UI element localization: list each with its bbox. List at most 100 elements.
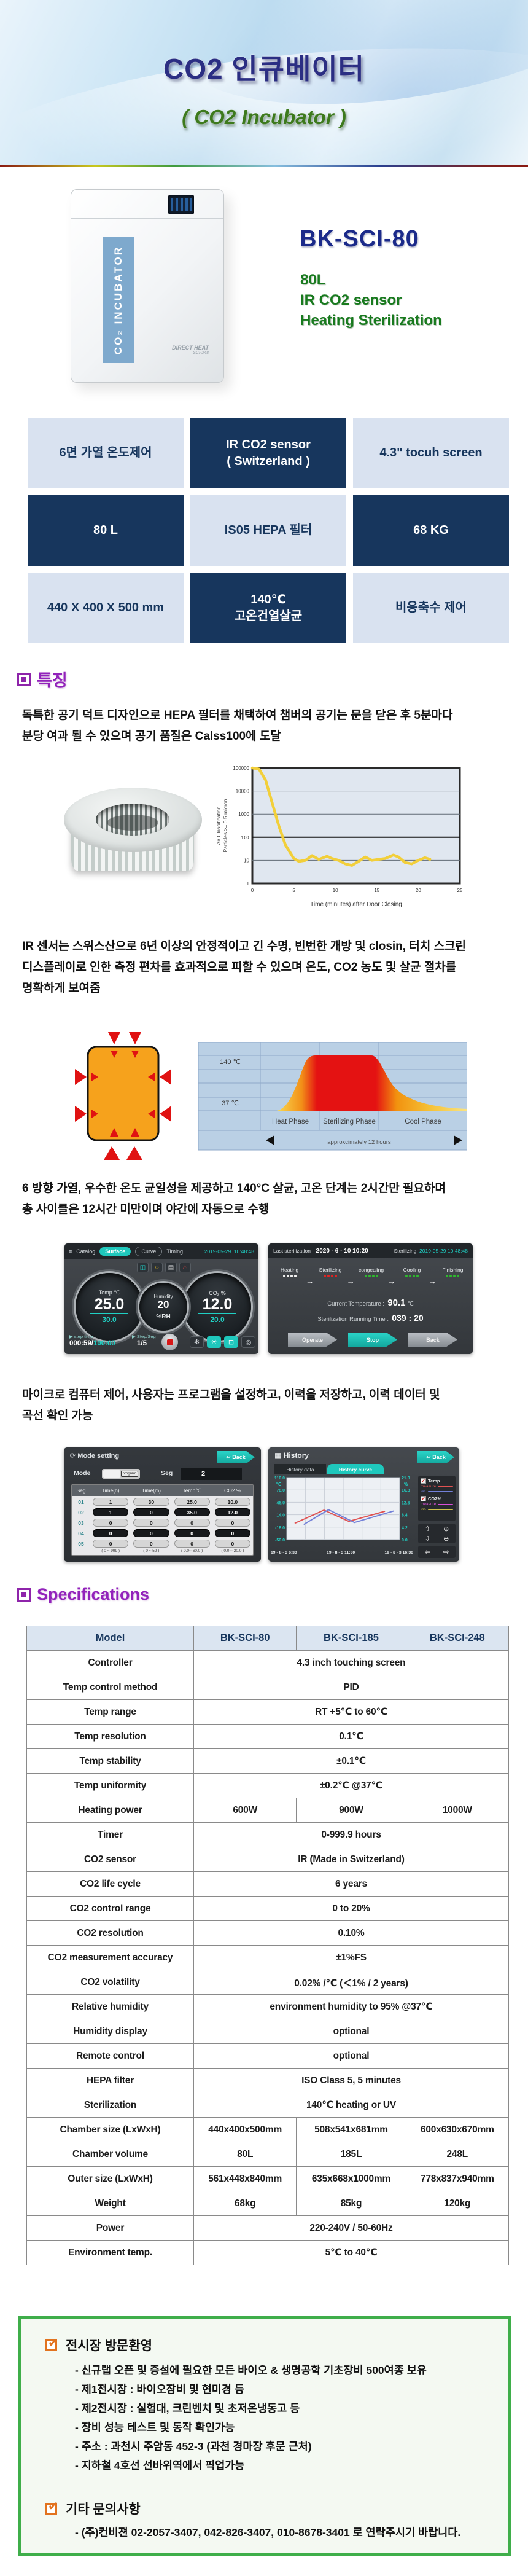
highlight-cell: IR CO2 sensor ( Switzerland ) — [190, 418, 346, 488]
lock-icon[interactable]: ⊡ — [224, 1336, 238, 1348]
pan-up-icon[interactable]: ⇧ — [424, 1525, 430, 1533]
program-cell[interactable]: 0 — [214, 1540, 250, 1548]
tab-curve[interactable]: Curve — [135, 1246, 163, 1256]
stop-button[interactable] — [161, 1334, 178, 1350]
program-cell[interactable]: 1 — [93, 1498, 129, 1506]
humidity-gauge: Humidity 20 %RH — [139, 1283, 187, 1331]
back-button[interactable]: ↩ Back — [417, 1451, 454, 1463]
program-row: 02 1 0 35.0 12.0 — [72, 1508, 253, 1517]
svg-text:Cool Phase: Cool Phase — [405, 1118, 441, 1126]
section-square-icon — [17, 1587, 31, 1602]
program-table-ranges: ( 0 ~ 999 )( 0 ~ 59 )( 0.0~ 60.0 )( 0.0 … — [101, 1549, 244, 1553]
svg-text:Air Classification: Air Classification — [215, 806, 222, 845]
program-cell[interactable]: 1 — [93, 1508, 129, 1516]
fan-icon[interactable]: ✻ — [190, 1336, 204, 1348]
spec-value: optional — [193, 2019, 509, 2044]
program-row: 01 1 30 25.0 10.0 — [72, 1497, 253, 1506]
program-cell[interactable]: 0 — [133, 1529, 169, 1537]
visit-list-1: - 신규랩 오픈 및 증설에 필요한 모든 바이오 & 생명공학 기초장비 50… — [75, 2364, 427, 2478]
list-item: - 제1전시장 : 바이오장비 및 현미경 등 — [75, 2383, 244, 2395]
screen-title: ⟳ Mode setting — [70, 1452, 120, 1460]
spec-row: Power 220-240V / 50-60Hz — [26, 2215, 509, 2241]
spec-label: CO2 measurement accuracy — [26, 1945, 194, 1970]
menu-catalog[interactable]: Catalog — [76, 1248, 96, 1255]
alarm-icon[interactable]: ◎ — [241, 1336, 255, 1348]
spec-row: CO2 sensor IR (Made in Switzerland) — [26, 1847, 509, 1872]
spec-label: Controller — [26, 1650, 194, 1675]
tab-history-data[interactable]: History data — [274, 1464, 326, 1474]
sun-icon[interactable]: ☼ — [151, 1263, 163, 1272]
menu-timing[interactable]: Timing — [166, 1248, 184, 1255]
svg-text:Time (minutes) after Door Clos: Time (minutes) after Door Closing — [310, 901, 402, 908]
program-cell[interactable]: 0 — [93, 1540, 129, 1548]
banner: CO2 인큐베이터 ( CO2 Incubator ) — [0, 0, 528, 167]
operate-button[interactable]: Operate — [288, 1333, 337, 1347]
arrow-right-icon: → — [346, 1277, 355, 1286]
tab-history-curve[interactable]: History curve — [327, 1464, 384, 1474]
spec-row: Environment temp. 5℃ to 40℃ — [26, 2240, 509, 2265]
program-cell[interactable]: 0 — [174, 1540, 210, 1548]
zoom-out-icon[interactable]: ⊖ — [443, 1535, 449, 1543]
program-cell[interactable]: 0 — [93, 1519, 129, 1527]
tab-surface[interactable]: Surface — [99, 1247, 131, 1256]
program-cell[interactable]: 0 — [174, 1519, 210, 1527]
svg-text:%: % — [404, 1482, 408, 1487]
phase-item: Heating — [273, 1267, 306, 1277]
pan-down-icon[interactable]: ⇩ — [424, 1535, 430, 1543]
co2-checkbox[interactable]: ✔ — [421, 1496, 426, 1501]
program-cell[interactable]: 0 — [174, 1529, 210, 1537]
program-cell[interactable]: 0 — [93, 1529, 129, 1537]
back-button[interactable]: ↩ Back — [217, 1451, 255, 1463]
seg-field[interactable]: 2 — [181, 1468, 242, 1480]
last-sterilization-value: 2020 - 6 - 10 10:20 — [316, 1247, 368, 1255]
door-icon[interactable]: ◫ — [137, 1263, 149, 1272]
phase-item: Sterilizing — [314, 1267, 346, 1277]
svg-text:10000: 10000 — [236, 789, 250, 794]
history-x-labels: 19 - 8 - 3 6:30 19 - 8 - 3 11:30 19 - 8 - … — [271, 1551, 413, 1555]
spec-value: 68kg — [193, 2191, 297, 2216]
program-cell[interactable]: 25.0 — [174, 1498, 210, 1506]
stop-button[interactable]: Stop — [348, 1333, 397, 1347]
highlight-cell: 6면 가열 온도제어 — [28, 418, 184, 488]
program-table-rows: 01 1 30 25.0 10.0 02 1 0 35.0 12.0 03 0 0 0 0 04 0 0 0 0 05 0… — [72, 1497, 253, 1548]
spec-row: Temp resolution 0.1℃ — [26, 1724, 509, 1749]
screen-status-bar: ▶ step time 000:59/100:00 ▶ Step/Seg 1/5… — [69, 1334, 255, 1352]
spec-label: Environment temp. — [26, 2240, 194, 2265]
program-cell[interactable]: 0 — [133, 1540, 169, 1548]
spec-label: Humidity display — [26, 2019, 194, 2044]
program-cell[interactable]: 0 — [133, 1508, 169, 1516]
spec-label: CO2 resolution — [26, 1920, 194, 1946]
program-row: 03 0 0 0 0 — [72, 1518, 253, 1527]
spec-value: 80L — [193, 2142, 297, 2167]
scroll-right-icon[interactable]: ⇨ — [443, 1548, 449, 1556]
svg-text:approxcimately 12 hours: approxcimately 12 hours — [327, 1139, 391, 1146]
temp-checkbox[interactable]: ✔ — [421, 1478, 426, 1484]
program-cell[interactable]: 35.0 — [174, 1508, 210, 1516]
heater-icon[interactable]: ♨ — [179, 1263, 191, 1272]
spec-label: Weight — [26, 2191, 194, 2216]
program-cell[interactable]: 0 — [133, 1519, 169, 1527]
humidity-doc-icon[interactable]: ▤ — [165, 1263, 177, 1272]
program-cell[interactable]: 0 — [214, 1519, 250, 1527]
highlight-cell: IS05 HEPA 필터 — [190, 495, 346, 566]
spec-label: CO2 volatility — [26, 1970, 194, 1995]
spec-value: IR (Made in Switzerland) — [193, 1847, 509, 1872]
incubator-door-note: DIRECT HEAT SCI-248 — [172, 345, 209, 355]
program-cell[interactable]: 10.0 — [214, 1498, 250, 1506]
spec-value: 635x668x1000mm — [296, 2166, 406, 2191]
back-button[interactable]: Back — [408, 1333, 457, 1347]
program-cell[interactable]: 0 — [214, 1529, 250, 1537]
current-temperature-row: Current Temperature : 90.1 ℃ — [327, 1298, 414, 1308]
spec-row: Temp uniformity ±0.2℃ @37℃ — [26, 1773, 509, 1798]
spec-col-BK-SCI-248: BK-SCI-248 — [405, 1626, 510, 1651]
temp-gauge: Temp ℃ 25.0 30.0 — [76, 1273, 143, 1341]
spec-row: Chamber size (LxWxH) 440x400x500mm 508x541… — [26, 2117, 510, 2142]
spec-value: 0 to 20% — [193, 1896, 509, 1921]
program-cell[interactable]: 12.0 — [214, 1508, 250, 1516]
phase-item: Cooling — [395, 1267, 428, 1277]
zoom-in-icon[interactable]: ⊕ — [443, 1525, 449, 1533]
light-icon[interactable]: ☀ — [207, 1336, 221, 1348]
scroll-left-icon[interactable]: ⇦ — [424, 1548, 431, 1556]
mode-toggle[interactable]: program — [102, 1469, 140, 1479]
program-cell[interactable]: 30 — [133, 1498, 169, 1506]
